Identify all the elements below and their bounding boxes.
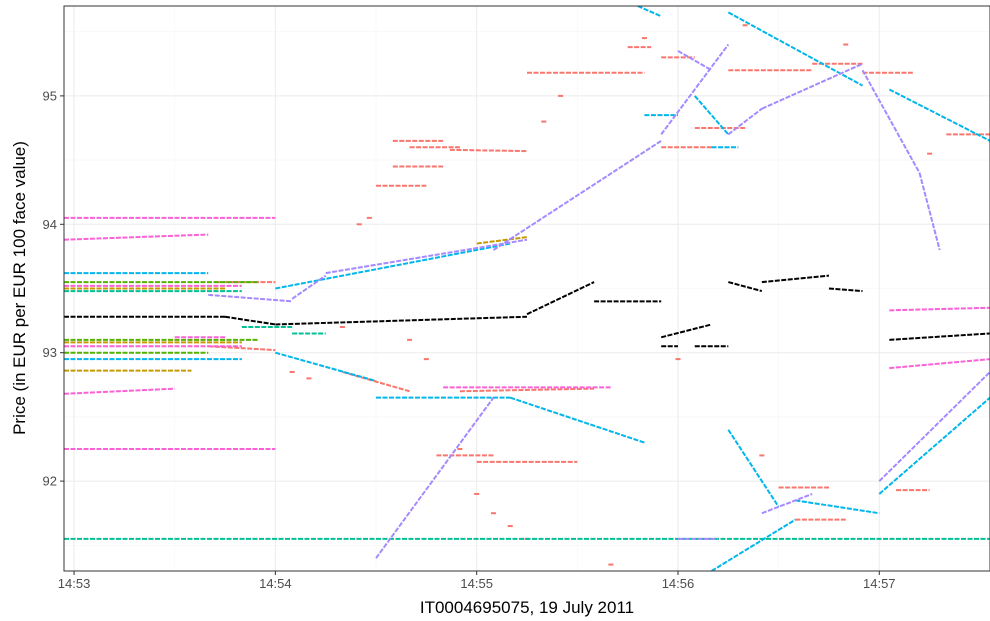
data-trace xyxy=(878,371,990,482)
series-7 xyxy=(64,274,990,348)
axes: 14:53 14:54 14:55 14:56 14:57 92 93 94 95 xyxy=(43,88,896,591)
y-tick-label: 92 xyxy=(43,474,57,489)
data-point xyxy=(407,338,413,341)
data-trace xyxy=(459,387,595,393)
data-trace xyxy=(660,323,712,339)
data-trace xyxy=(342,371,410,393)
data-trace xyxy=(711,518,796,571)
data-point xyxy=(507,525,513,528)
x-axis-title: IT0004695075, 19 July 2011 xyxy=(420,598,634,617)
x-tick-label: 14:57 xyxy=(863,576,896,591)
series-0 xyxy=(208,24,990,585)
plot-area xyxy=(64,6,990,585)
data-trace xyxy=(64,387,175,395)
data-trace xyxy=(64,233,209,241)
data-trace xyxy=(828,287,863,293)
data-trace xyxy=(727,11,863,87)
y-tick-label: 94 xyxy=(43,217,57,232)
data-point xyxy=(289,370,295,373)
data-trace xyxy=(727,429,780,508)
data-trace xyxy=(727,107,763,136)
series-4 xyxy=(64,6,990,571)
data-point xyxy=(366,216,372,219)
x-tick-label: 14:56 xyxy=(662,576,695,591)
data-trace xyxy=(693,95,730,136)
data-trace xyxy=(637,6,662,18)
data-trace xyxy=(795,499,880,515)
y-tick-label: 93 xyxy=(43,345,57,360)
x-tick-label: 14:54 xyxy=(259,576,292,591)
data-point xyxy=(558,94,564,97)
data-point xyxy=(742,24,748,27)
data-trace xyxy=(476,236,528,245)
data-trace xyxy=(275,351,377,382)
data-point xyxy=(709,583,714,585)
data-trace xyxy=(660,43,730,136)
data-trace xyxy=(889,306,990,312)
data-point xyxy=(474,492,480,495)
data-point xyxy=(641,37,647,40)
data-trace xyxy=(375,397,495,559)
data-trace xyxy=(291,274,327,300)
data-point xyxy=(306,377,312,380)
y-tick-label: 95 xyxy=(43,88,57,103)
data-point xyxy=(457,448,463,451)
data-trace xyxy=(526,281,595,316)
data-trace xyxy=(918,172,941,251)
data-trace xyxy=(224,315,276,326)
data-trace xyxy=(889,332,990,341)
series-5 xyxy=(208,43,990,559)
data-trace xyxy=(888,88,990,142)
data-trace xyxy=(208,293,293,303)
data-trace xyxy=(677,50,713,72)
data-point xyxy=(356,223,362,226)
data-point xyxy=(927,152,933,155)
data-trace xyxy=(861,69,921,174)
x-tick-label: 14:53 xyxy=(58,576,91,591)
data-trace xyxy=(325,238,528,275)
data-trace xyxy=(208,345,276,352)
data-trace xyxy=(761,274,830,284)
data-trace xyxy=(889,358,990,370)
data-trace xyxy=(761,62,863,110)
data-point xyxy=(759,454,765,457)
data-point xyxy=(675,358,681,361)
data-point xyxy=(843,43,849,46)
data-point xyxy=(339,326,345,329)
x-tick-label: 14:55 xyxy=(460,576,493,591)
data-trace xyxy=(449,148,528,153)
gridlines xyxy=(64,6,990,571)
data-point xyxy=(608,563,614,566)
data-trace xyxy=(728,281,763,293)
series-6 xyxy=(64,216,990,451)
series-1 xyxy=(64,236,528,372)
data-point xyxy=(541,120,547,123)
data-trace xyxy=(492,139,662,251)
data-trace xyxy=(509,396,645,444)
data-point xyxy=(423,358,429,361)
data-point xyxy=(490,512,496,515)
panel-border xyxy=(63,5,990,572)
data-trace xyxy=(275,315,528,326)
series-2 xyxy=(64,281,259,354)
data-trace xyxy=(275,242,511,290)
data-trace xyxy=(878,396,990,495)
y-axis-title: Price (in EUR per EUR 100 face value) xyxy=(10,141,29,435)
series-3 xyxy=(64,290,990,540)
data-trace xyxy=(761,493,813,515)
